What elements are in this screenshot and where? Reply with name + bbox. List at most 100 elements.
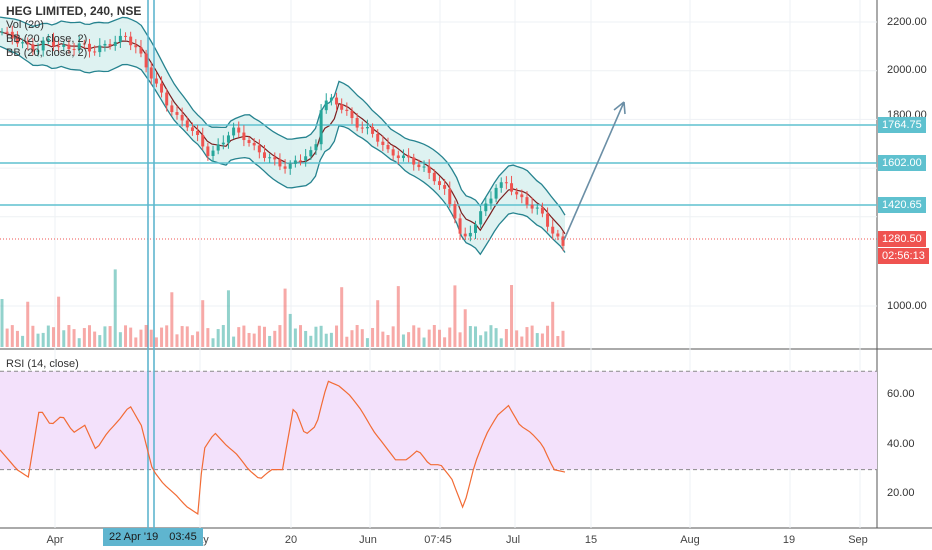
candle-body [46, 38, 50, 41]
volume-bar [540, 333, 544, 347]
volume-bar [15, 330, 19, 347]
volume-bar [350, 330, 354, 347]
volume-bar [407, 332, 411, 347]
candle-body [365, 126, 369, 129]
volume-bar [355, 325, 359, 347]
candle-body [391, 149, 395, 156]
rsi-scale-label: 20.00 [887, 487, 915, 499]
candle-body [26, 42, 30, 45]
projection-arrow-head [613, 101, 626, 115]
volume-bar [26, 301, 30, 347]
candle-body [556, 233, 560, 237]
volume-bar [365, 338, 369, 347]
candle-body [206, 146, 210, 156]
level-tag-1764: 1764.75 [878, 117, 926, 133]
bollinger-lower [0, 45, 566, 256]
volume-bar [124, 325, 128, 347]
candle-body [427, 166, 431, 173]
candle-body [72, 49, 76, 51]
volume-bar [556, 336, 560, 347]
volume-bar [499, 338, 503, 347]
candle-body [93, 51, 97, 53]
candle-body [335, 97, 339, 105]
bb-legend-1: BB (20, close, 2) [6, 33, 88, 45]
volume-bar [561, 330, 565, 347]
level-tag-1602: 1602.00 [878, 155, 926, 171]
volume-bar [453, 285, 457, 347]
volume-bar [226, 290, 230, 347]
candle-body [329, 97, 333, 101]
volume-bar [93, 331, 97, 347]
candle-body [129, 36, 133, 46]
candle-body [319, 110, 323, 145]
volume-bar [87, 325, 91, 347]
volume-bar [401, 334, 405, 347]
volume-bar [196, 331, 200, 347]
volume-bar [345, 336, 349, 347]
candle-body [82, 43, 86, 45]
candle-body [41, 40, 45, 51]
volume-bar [262, 326, 266, 347]
candle-body [293, 160, 297, 164]
volume-bar [154, 337, 158, 347]
candle-body [21, 42, 25, 44]
rsi-legend: RSI (14, close) [6, 358, 79, 370]
price-scale-label: 2200.00 [887, 16, 927, 28]
candle-body [396, 155, 400, 159]
candle-body [504, 182, 508, 184]
candle-body [134, 45, 138, 48]
candle-body [458, 218, 462, 234]
volume-bar [237, 327, 241, 347]
volume-bar [36, 333, 40, 347]
candle-body [561, 236, 565, 246]
candle-body [108, 43, 112, 46]
candle-body [221, 142, 225, 145]
candle-body [51, 38, 55, 47]
volume-bar [216, 329, 220, 347]
candle-body [98, 45, 102, 53]
crosshair-time: 03:45 [169, 531, 197, 543]
candle-body [381, 141, 385, 145]
bollinger-fill [0, 17, 565, 255]
candle-body [371, 126, 375, 134]
crosshair-date-tag: 22 Apr '19 03:45 [103, 528, 203, 546]
volume-bar [360, 329, 364, 347]
volume-bar [144, 325, 148, 347]
candle-body [494, 187, 498, 199]
candle-body [77, 43, 81, 50]
volume-bar [149, 329, 153, 347]
volume-bar [170, 292, 174, 347]
level-tag-1420: 1420.65 [878, 197, 926, 213]
candle-body [448, 188, 452, 205]
volume-bar [324, 333, 328, 347]
candle-body [422, 166, 426, 168]
candle-body [551, 226, 555, 234]
candle-body [437, 181, 441, 186]
candle-body [242, 132, 246, 141]
rsi-scale-label: 60.00 [887, 388, 915, 400]
candle-body [515, 191, 519, 195]
volume-bar [504, 329, 508, 347]
candle-body [540, 207, 544, 214]
candle-body [417, 164, 421, 168]
candle-body [196, 130, 200, 136]
volume-bar [299, 325, 303, 347]
time-axis-label: Aug [680, 534, 700, 546]
volume-bar [165, 325, 169, 347]
candle-body [278, 159, 282, 167]
candle-body [463, 233, 467, 237]
volume-bar [458, 332, 462, 347]
volume-bar [432, 325, 436, 347]
volume-bar [515, 330, 519, 347]
candle-body [257, 145, 261, 153]
candle-body [314, 144, 318, 151]
candle-body [474, 224, 478, 233]
volume-bar [273, 330, 277, 347]
time-axis-label: Sep [848, 534, 868, 546]
volume-bar [113, 269, 117, 347]
volume-bar [175, 334, 179, 347]
volume-bar [422, 337, 426, 347]
volume-bar [247, 332, 251, 347]
